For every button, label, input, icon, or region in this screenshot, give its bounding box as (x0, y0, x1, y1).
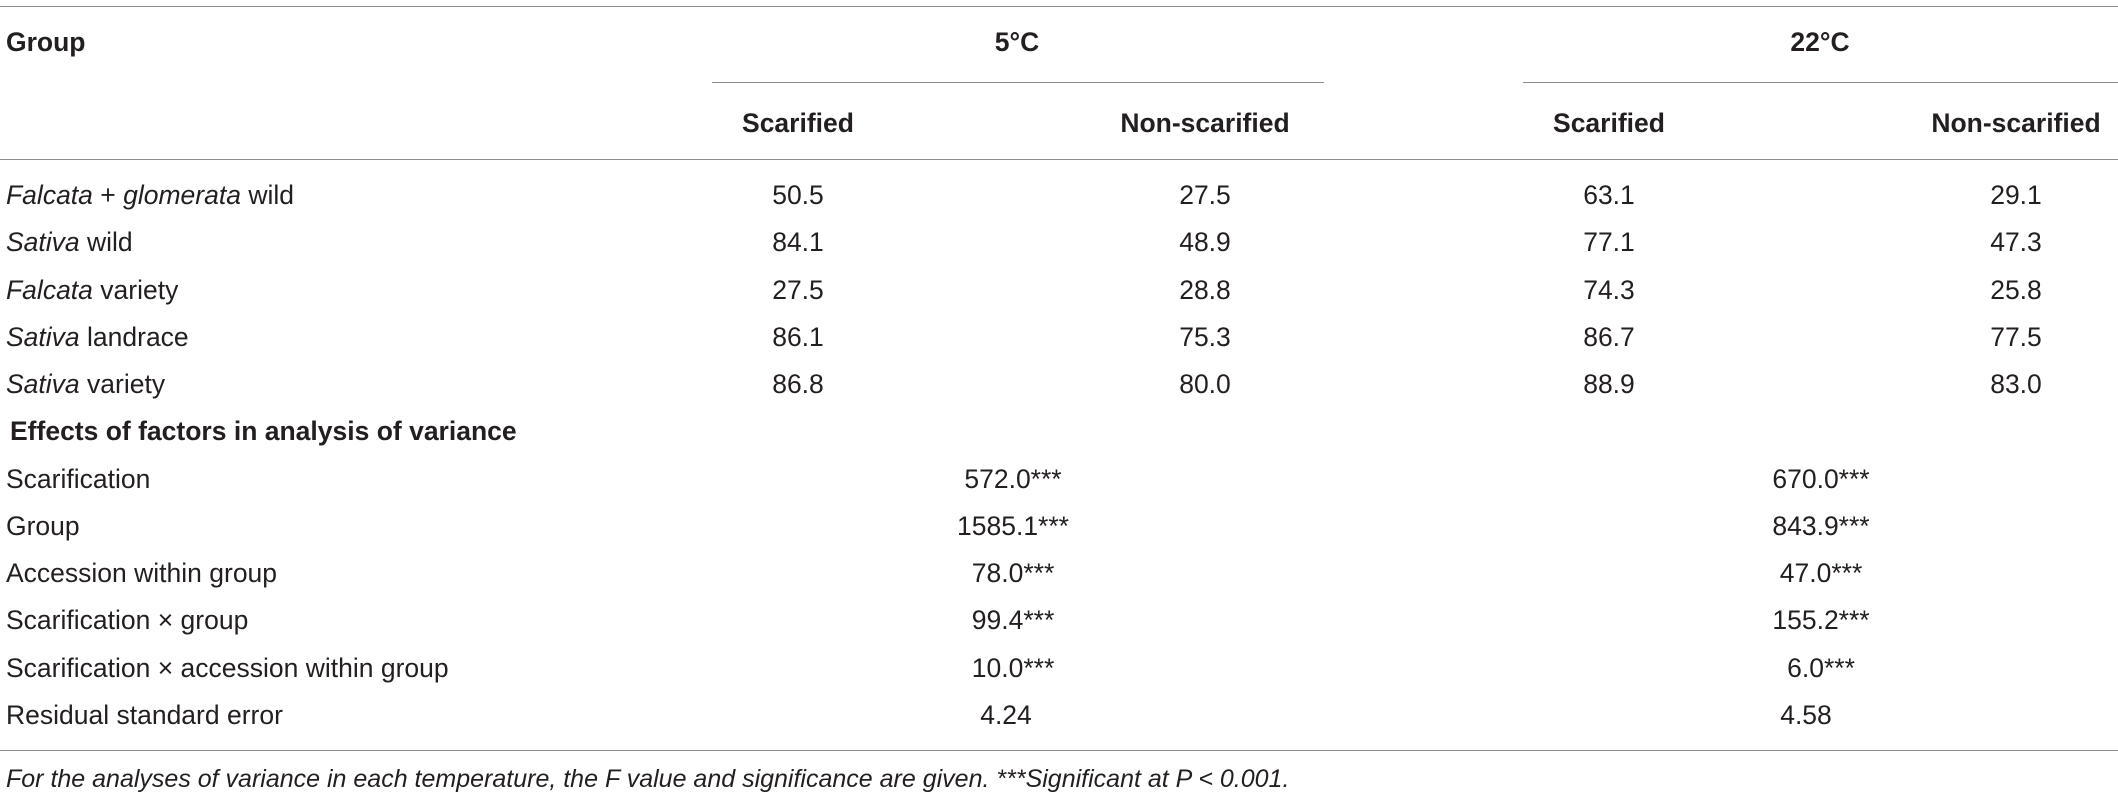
cell-5-scarified: 27.5 (772, 275, 824, 305)
temp-5-header: 5°C (994, 27, 1040, 57)
anova-value-5: 78.0*** (971, 558, 1055, 588)
cell-22-nonscarified: 77.5 (1990, 322, 2042, 352)
cell-5-nonscarified: 75.3 (1179, 322, 1231, 352)
cell-22-nonscarified: 47.3 (1990, 227, 2042, 257)
temp-22-underline (1523, 82, 2118, 83)
cell-5-scarified: 84.1 (772, 227, 824, 257)
row-label-italic: Falcata (6, 180, 93, 210)
row-label-text: variety (92, 275, 179, 305)
row-label: Sativa landrace (6, 324, 189, 351)
cell-22-nonscarified: 29.1 (1990, 180, 2042, 210)
row-label-italic-2: glomerata (123, 180, 241, 210)
row-label-italic: Falcata (6, 275, 93, 305)
cell-5-scarified: 50.5 (772, 180, 824, 210)
cell-22-scarified: 88.9 (1583, 369, 1635, 399)
row-label-text: wild (79, 227, 133, 257)
anova-value-5: 1585.1*** (957, 511, 1069, 541)
temp-22-header: 22°C (1790, 27, 1850, 57)
anova-factor-label: Scarification × group (6, 605, 249, 635)
cell-5-nonscarified: 27.5 (1179, 180, 1231, 210)
col-header-5-nonscarified: Non-scarified (1120, 108, 1290, 138)
bottom-rule (0, 750, 2118, 751)
top-rule (0, 6, 2118, 7)
cell-5-nonscarified: 48.9 (1179, 227, 1231, 257)
row-label-text: variety (79, 369, 166, 399)
anova-value-5: 4.24 (980, 700, 1032, 730)
row-label-text-2: wild (240, 180, 294, 210)
anova-value-5: 99.4*** (971, 605, 1055, 635)
anova-factor-label: Scarification × accession within group (6, 653, 449, 683)
row-label: Falcata + glomerata wild (6, 182, 294, 209)
cell-22-nonscarified: 83.0 (1990, 369, 2042, 399)
temp-5-underline (712, 82, 1324, 83)
anova-value-5: 572.0*** (964, 464, 1062, 494)
row-label-italic: Sativa (6, 227, 80, 257)
anova-factor-label: Scarification (6, 464, 151, 494)
anova-factor-label: Residual standard error (6, 700, 283, 730)
row-label-italic: Sativa (6, 369, 80, 399)
col-header-5-scarified: Scarified (742, 108, 854, 138)
row-label-text: + (92, 180, 124, 210)
cell-5-nonscarified: 80.0 (1179, 369, 1231, 399)
cell-5-nonscarified: 28.8 (1179, 275, 1231, 305)
col-header-22-nonscarified: Non-scarified (1931, 108, 2101, 138)
cell-5-scarified: 86.1 (772, 322, 824, 352)
anova-factor-label: Group (6, 511, 80, 541)
anova-value-5: 10.0*** (971, 653, 1055, 683)
anova-value-22: 670.0*** (1772, 464, 1870, 494)
anova-value-22: 4.58 (1780, 700, 1832, 730)
anova-value-22: 155.2*** (1772, 605, 1870, 635)
cell-22-scarified: 63.1 (1583, 180, 1635, 210)
anova-value-22: 843.9*** (1772, 511, 1870, 541)
row-label: Sativa wild (6, 229, 133, 256)
anova-factor-label: Accession within group (6, 558, 278, 588)
table-footnote: For the analyses of variance in each tem… (6, 765, 1290, 793)
anova-value-22: 47.0*** (1779, 558, 1863, 588)
cell-22-scarified: 86.7 (1583, 322, 1635, 352)
row-label: Falcata variety (6, 277, 178, 304)
row-label-italic: Sativa (6, 322, 80, 352)
header-bottom-rule (0, 159, 2118, 160)
anova-value-22: 6.0*** (1787, 653, 1855, 683)
row-label-text: landrace (79, 322, 189, 352)
cell-22-nonscarified: 25.8 (1990, 275, 2042, 305)
row-label: Sativa variety (6, 371, 165, 398)
anova-section-title: Effects of factors in analysis of varian… (10, 416, 517, 446)
cell-5-scarified: 86.8 (772, 369, 824, 399)
col-header-22-scarified: Scarified (1553, 108, 1665, 138)
cell-22-scarified: 77.1 (1583, 227, 1635, 257)
group-header: Group (6, 27, 86, 57)
cell-22-scarified: 74.3 (1583, 275, 1635, 305)
